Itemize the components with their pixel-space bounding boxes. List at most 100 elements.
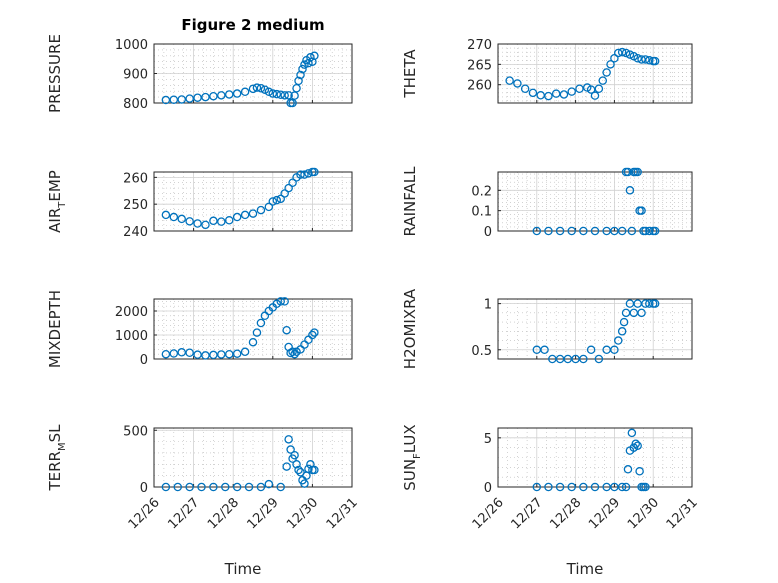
- data-point: [201, 92, 210, 102]
- data-point: [304, 464, 313, 474]
- data-point: [586, 345, 596, 355]
- data-point: [209, 216, 218, 226]
- data-point: [645, 299, 654, 308]
- data-point: [650, 56, 660, 66]
- y-tick-label: 1000: [115, 329, 148, 344]
- data-point: [268, 89, 278, 98]
- y-label-tail: LUX: [401, 424, 419, 453]
- data-point: [161, 210, 171, 220]
- data-point: [256, 318, 266, 328]
- y-label-sub: T: [57, 201, 68, 209]
- data-point: [594, 84, 604, 94]
- figure-title: Figure 2 medium: [181, 16, 324, 34]
- data-point: [264, 479, 274, 489]
- data-point: [559, 90, 569, 99]
- data-point: [540, 345, 549, 355]
- data-point: [209, 482, 218, 492]
- data-point: [306, 53, 315, 62]
- data-point: [290, 450, 299, 460]
- data-point: [282, 462, 291, 471]
- data-point: [641, 55, 650, 64]
- data-point: [217, 91, 226, 100]
- data-point: [276, 297, 285, 306]
- y-label-sub: M: [57, 442, 68, 451]
- y-label-main: SUN: [401, 459, 419, 491]
- data-point: [282, 325, 291, 335]
- data-point: [645, 226, 654, 236]
- panel-pressure: 800 900 1000 PRESSURE Figure 2 medium: [46, 16, 353, 113]
- x-tick-label: 12/26: [470, 495, 507, 532]
- data-point: [633, 53, 642, 63]
- data-point: [209, 91, 218, 101]
- x-tick-label: 12/27: [509, 495, 546, 532]
- data-point: [161, 349, 171, 359]
- data-point: [221, 482, 230, 492]
- data-point: [513, 79, 522, 88]
- data-point: [280, 91, 289, 100]
- data-point: [631, 439, 640, 448]
- y-tick-label: 250: [123, 198, 148, 213]
- data-point: [610, 345, 619, 355]
- data-point: [276, 90, 285, 99]
- data-point: [544, 91, 553, 101]
- data-point: [217, 350, 226, 359]
- y-axis-label: SUNFLUX: [401, 424, 423, 490]
- data-point: [296, 170, 305, 179]
- data-point: [590, 226, 600, 236]
- data-point: [240, 347, 250, 357]
- y-label-tail: EMP: [46, 170, 64, 201]
- panel-terr_msl: 0 500 TERRMSL 12/26 12/27 12/28 12/29 12/30 12/3…: [46, 424, 361, 578]
- data-point: [193, 350, 202, 359]
- panel-air_temp: 240 250 260 AIRTEMP: [46, 167, 353, 240]
- data-point: [567, 226, 576, 236]
- x-tick-label: 12/29: [245, 495, 282, 532]
- panel-rainfall: 0 0.1 0.2 RAINFALL: [401, 166, 693, 240]
- y-tick-label: 5: [484, 432, 492, 447]
- data-point: [161, 482, 171, 492]
- data-point: [617, 327, 627, 336]
- data-point: [579, 226, 588, 236]
- data-point: [256, 482, 266, 492]
- data-point: [621, 48, 631, 58]
- x-tick-label: 12/28: [205, 495, 242, 532]
- data-point: [276, 482, 285, 492]
- data-point: [633, 441, 642, 450]
- data-point: [248, 209, 258, 218]
- data-point: [528, 88, 538, 98]
- y-tick-label: 270: [467, 38, 492, 53]
- data-point: [290, 349, 299, 359]
- panel-sun_flux: 0 5 SUNFLUX 12/26 12/27 12/28 12/29 12/30 12/31 T…: [401, 424, 701, 578]
- data-point: [310, 465, 319, 475]
- y-axis-label: PRESSURE: [46, 34, 64, 113]
- data-point: [590, 482, 600, 492]
- data-point: [173, 482, 183, 492]
- data-point: [280, 297, 289, 306]
- x-tick-label: 12/27: [165, 495, 202, 532]
- data-point: [579, 482, 588, 492]
- y-tick-label: 1: [484, 298, 492, 313]
- y-label-tail: SL: [46, 424, 64, 443]
- data-point: [641, 482, 650, 492]
- data-point: [288, 98, 297, 108]
- data-point: [617, 482, 627, 492]
- data-point: [201, 351, 210, 360]
- y-label-sub: F: [412, 453, 423, 459]
- x-axis-label: Time: [566, 560, 604, 578]
- y-tick-label: 260: [123, 171, 148, 186]
- y-axis-label: AIRTEMP: [46, 170, 68, 233]
- data-point: [224, 216, 234, 225]
- data-point: [532, 482, 542, 492]
- data-point: [650, 226, 660, 236]
- y-tick-label: 0: [140, 481, 148, 496]
- data-point: [645, 56, 654, 65]
- data-point: [290, 91, 299, 100]
- data-point: [602, 68, 611, 77]
- axes-box: [497, 43, 693, 104]
- data-point: [185, 217, 194, 226]
- data-point: [252, 328, 262, 337]
- data-point: [310, 328, 319, 337]
- data-point: [240, 87, 250, 97]
- data-point: [637, 308, 646, 318]
- y-axis-label: RAINFALL: [401, 166, 419, 237]
- data-point: [224, 90, 234, 99]
